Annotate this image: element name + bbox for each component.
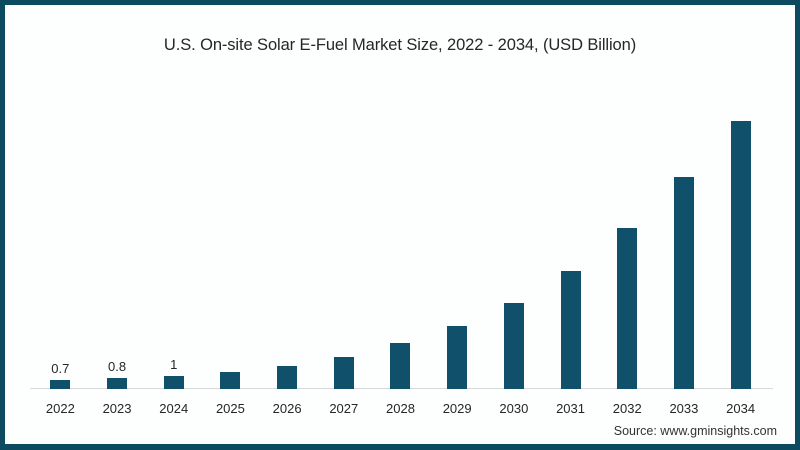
- x-tick-label-2033: 2033: [669, 401, 699, 416]
- bar-column-2026: [259, 79, 316, 389]
- bar-2032: [617, 228, 638, 389]
- x-tick-label-2023: 2023: [102, 401, 132, 416]
- x-tick-label-2025: 2025: [215, 401, 245, 416]
- x-tick-label-2027: 2027: [329, 401, 359, 416]
- bar-column-2031: [542, 79, 599, 389]
- bar-column-2028: [372, 79, 429, 389]
- x-tick-label-2034: 2034: [726, 401, 756, 416]
- bar-column-2034: [712, 79, 769, 389]
- x-tick-label-2024: 2024: [159, 401, 189, 416]
- bar-column-2029: [429, 79, 486, 389]
- x-tick-label-2031: 2031: [556, 401, 585, 416]
- bar-column-2024: 1: [145, 79, 202, 389]
- bar-column-2022: 0.7: [32, 79, 89, 389]
- bar-2026: [277, 366, 298, 389]
- bar-column-2030: [486, 79, 543, 389]
- x-tick-label-2032: 2032: [612, 401, 642, 416]
- x-tick-label-2029: 2029: [442, 401, 472, 416]
- x-tick-label-2030: 2030: [499, 401, 529, 416]
- bar-2027: [333, 356, 354, 389]
- x-tick-label-2022: 2022: [45, 401, 75, 416]
- x-tick-label-2028: 2028: [386, 401, 415, 416]
- x-tick-label-2026: 2026: [272, 401, 302, 416]
- x-axis-labels: 2022 2023 2024 2025 2026 2027 2028 2029 2030 2031…: [32, 401, 769, 416]
- bar-2023: [107, 378, 128, 389]
- bar-column-2023: 0.8: [89, 79, 146, 389]
- bar-column-2027: [315, 79, 372, 389]
- bar-2034: [730, 121, 751, 389]
- bar-2024: [163, 375, 184, 389]
- bar-2022: [50, 379, 71, 389]
- bar-value-label-2022: 0.7: [51, 360, 70, 376]
- bar-2031: [560, 271, 581, 389]
- bars-container: 0.7 0.8 1: [32, 79, 769, 389]
- bar-2033: [673, 177, 694, 389]
- source-attribution: Source: www.gminsights.com: [613, 424, 777, 438]
- bar-column-2033: [656, 79, 713, 389]
- bar-value-label-2023: 0.8: [107, 359, 127, 375]
- bar-2030: [503, 303, 524, 389]
- chart-title: U.S. On-site Solar E-Fuel Market Size, 2…: [163, 36, 637, 54]
- bar-2025: [220, 371, 241, 389]
- bar-2028: [390, 343, 411, 389]
- bar-2029: [447, 326, 468, 389]
- bar-column-2025: [202, 79, 259, 389]
- bar-value-label-2024: 1: [170, 356, 178, 372]
- bar-column-2032: [599, 79, 656, 389]
